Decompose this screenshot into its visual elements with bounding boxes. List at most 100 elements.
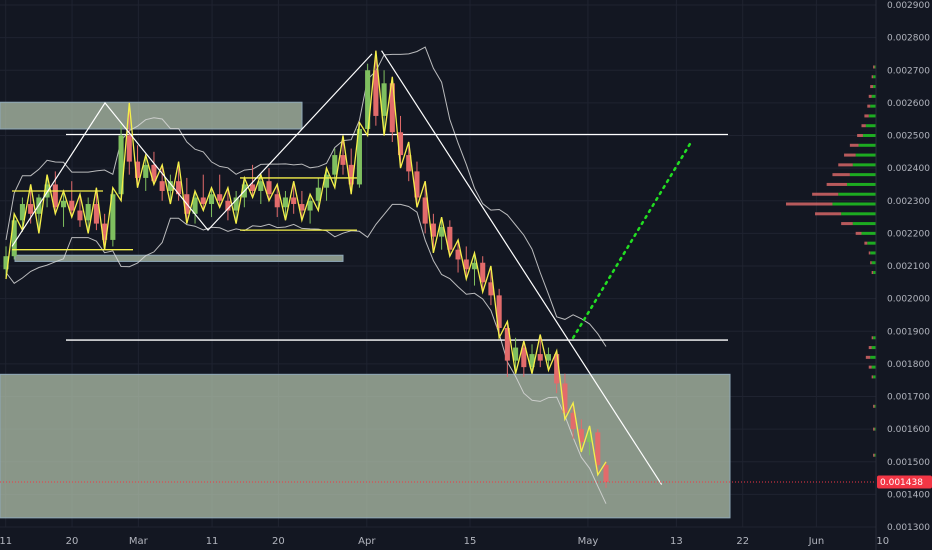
- projection-line: [571, 140, 693, 340]
- candle: [348, 164, 354, 185]
- volume-bar-up: [865, 124, 876, 128]
- candle: [11, 220, 17, 257]
- volume-bar-up: [871, 261, 876, 265]
- volume-bar-down: [857, 134, 863, 137]
- volume-bar-down: [868, 365, 872, 369]
- x-tick-label: 22: [736, 536, 749, 547]
- candle: [373, 70, 379, 116]
- pattern-drawings: [5, 50, 663, 485]
- volume-bar-down: [864, 241, 868, 245]
- candle: [52, 184, 58, 208]
- y-tick-label: 0.002500: [887, 132, 930, 142]
- zone: [0, 101, 303, 130]
- candle: [529, 354, 535, 368]
- y-tick-label: 0.002000: [887, 295, 930, 305]
- candle: [274, 194, 280, 208]
- candle: [332, 155, 338, 175]
- candle: [554, 354, 560, 384]
- x-tick-label: Mar: [129, 536, 149, 547]
- candle: [324, 174, 330, 188]
- x-tick-label: 13: [670, 536, 683, 547]
- x-tick-label: 11: [0, 536, 12, 547]
- y-tick-label: 0.002300: [887, 197, 930, 207]
- x-tick-label: 15: [464, 536, 477, 547]
- volume-bar-down: [861, 124, 866, 128]
- volume-bar-up: [861, 231, 876, 235]
- y-tick-label: 0.002200: [887, 229, 930, 239]
- candle: [455, 249, 461, 260]
- candle: [85, 204, 91, 221]
- volume-bar-up: [862, 134, 876, 137]
- volume-bar-down: [871, 336, 874, 340]
- candle: [266, 181, 272, 195]
- candle: [291, 197, 297, 205]
- volume-bar-down: [868, 251, 871, 255]
- candle: [151, 164, 157, 182]
- candle: [340, 155, 346, 165]
- volume-profile: [786, 65, 876, 457]
- volume-bar-up: [870, 355, 876, 359]
- x-tick-label: 20: [66, 536, 79, 547]
- last-price-badge-bg: [877, 475, 932, 489]
- candle: [110, 194, 116, 240]
- candle: [250, 184, 256, 191]
- volume-bar-up: [873, 85, 876, 89]
- y-tick-label: 0.001300: [887, 523, 930, 533]
- y-tick-label: 0.001500: [887, 458, 930, 468]
- candle: [430, 223, 436, 237]
- candle: [93, 204, 99, 224]
- volume-bar-up: [846, 182, 876, 186]
- volume-bar-down: [870, 85, 874, 89]
- volume-bar-down: [867, 104, 871, 108]
- candle: [28, 204, 34, 214]
- volume-bar-up: [841, 212, 876, 216]
- candle: [397, 132, 404, 156]
- volume-bar-down: [849, 143, 859, 147]
- candle: [159, 181, 165, 191]
- candle: [134, 161, 141, 178]
- volume-bar-up: [852, 222, 876, 226]
- x-tick-label: 20: [272, 536, 285, 547]
- wave-path: [11, 53, 373, 247]
- candle: [447, 226, 453, 250]
- y-tick-label: 0.002800: [887, 34, 930, 44]
- volume-bar-up: [870, 251, 876, 255]
- candle: [167, 181, 173, 191]
- candles: [3, 50, 609, 488]
- candle: [307, 200, 313, 211]
- candle: [258, 181, 264, 191]
- candle: [578, 429, 584, 443]
- y-axis: 0.002900 0.002800 0.002700 0.002600 0.002500…: [875, 0, 932, 550]
- candle: [488, 282, 494, 296]
- y-tick-label: 0.001600: [887, 425, 930, 435]
- volume-bar-up: [874, 404, 876, 408]
- volume-bar-up: [874, 453, 876, 457]
- volume-bar-down: [873, 404, 875, 408]
- volume-bar-down: [844, 153, 856, 157]
- volume-bar-up: [870, 104, 876, 108]
- volume-bar-down: [873, 427, 875, 431]
- upper-band: [5, 46, 607, 347]
- volume-bar-down: [855, 231, 862, 235]
- y-tick-label: 0.002600: [887, 99, 930, 109]
- candle: [365, 70, 371, 129]
- y-tick-label: 0.001900: [887, 327, 930, 337]
- candle: [389, 83, 395, 133]
- volume-bar-down: [815, 212, 842, 216]
- candle: [537, 354, 543, 361]
- volume-bar-up: [867, 241, 876, 245]
- volume-bar-down: [873, 65, 875, 69]
- candle: [406, 155, 412, 172]
- volume-bar-down: [826, 182, 847, 186]
- volume-bar-up: [871, 365, 876, 369]
- volume-bar-down: [832, 173, 850, 177]
- y-tick-label: 0.002100: [887, 262, 930, 272]
- projection-path: [571, 140, 693, 340]
- x-tick-label: Apr: [358, 536, 376, 547]
- candle: [587, 432, 593, 443]
- x-axis: 11 20 Mar 11 20 Apr 15 May 13 22 Jun 10: [0, 536, 889, 547]
- zone: [14, 254, 344, 262]
- candle: [480, 262, 486, 283]
- candle: [200, 197, 206, 205]
